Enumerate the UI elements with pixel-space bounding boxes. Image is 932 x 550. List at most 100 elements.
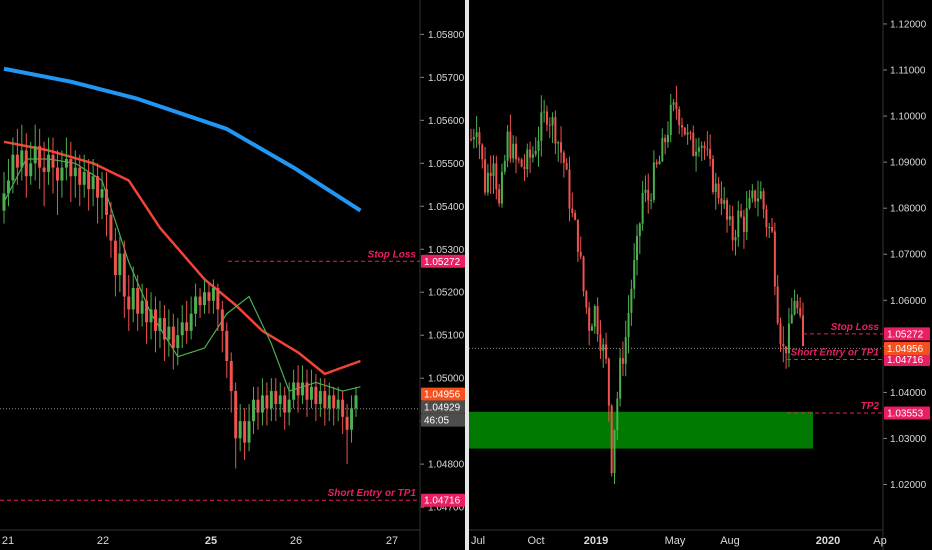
candle	[136, 275, 140, 331]
candle-body	[247, 421, 251, 443]
candle-body	[495, 163, 498, 190]
candle-body	[29, 163, 33, 177]
candle	[776, 275, 779, 326]
pane-divider[interactable]	[465, 0, 469, 550]
x-tick-label: 2019	[584, 535, 608, 547]
candle	[305, 369, 309, 417]
candle	[700, 141, 703, 162]
short-entry-price-tag: 1.04716	[421, 493, 465, 507]
stop-loss-price-tag-text: 1.05272	[424, 257, 461, 268]
candle-body	[633, 260, 636, 289]
candle	[630, 279, 633, 326]
y-tick-label: 1.05000	[428, 374, 465, 385]
candle-body	[607, 358, 610, 406]
candle-body	[42, 167, 46, 172]
left-intraday-chart[interactable]: 1.05800 1.05700 1.05600 1.05500 1.05400 1.053…	[0, 0, 465, 550]
prev-price-tag-text: 1.04929	[424, 403, 461, 414]
candle	[82, 154, 86, 198]
candle-body	[751, 190, 754, 199]
candle-body	[700, 145, 703, 148]
candle-body	[723, 200, 726, 204]
candle	[207, 283, 211, 314]
candle	[171, 313, 175, 370]
candle	[489, 155, 492, 194]
candle-body	[703, 145, 706, 149]
candle	[644, 175, 647, 203]
candle-body	[790, 314, 793, 324]
candle	[638, 222, 641, 255]
candle	[292, 369, 296, 409]
candle-body	[582, 256, 585, 292]
candle	[198, 287, 202, 319]
short-entry-price-tag-bg	[884, 352, 930, 366]
candle-body	[731, 216, 734, 241]
candle-body	[15, 154, 19, 168]
candle-body	[557, 142, 560, 144]
candle	[238, 403, 242, 452]
candle	[492, 155, 495, 194]
candle-body	[602, 344, 605, 351]
candle	[118, 236, 122, 293]
candle-body	[672, 102, 675, 105]
x-tick-label: Oct	[527, 535, 544, 547]
candle-body	[314, 386, 318, 404]
candle-body	[543, 111, 546, 113]
candle	[582, 255, 585, 297]
candle	[793, 289, 796, 316]
candle-body	[658, 161, 661, 165]
candle	[593, 304, 596, 334]
candle-body	[91, 176, 95, 190]
candle	[590, 323, 593, 331]
candle	[734, 229, 737, 256]
candle	[726, 197, 729, 233]
candle-body	[534, 150, 537, 155]
stop-loss-price-tag-bg	[421, 254, 465, 268]
candle	[180, 305, 184, 349]
candle-body	[492, 163, 495, 177]
candle	[619, 348, 622, 407]
candle-body	[318, 391, 322, 404]
candle	[768, 223, 771, 239]
y-tick-label: 1.12000	[890, 19, 927, 30]
candle	[627, 295, 630, 354]
candle-body	[292, 382, 296, 400]
candle	[131, 266, 135, 323]
candle	[562, 150, 565, 178]
candle	[345, 403, 349, 465]
candle-body	[740, 210, 743, 217]
candle	[520, 157, 523, 168]
candle-body	[545, 111, 548, 125]
candle	[495, 155, 498, 200]
candle-body	[785, 346, 788, 354]
candle-body	[796, 300, 799, 309]
candle	[158, 300, 162, 349]
candle	[225, 322, 229, 379]
x-tick-label: 21	[2, 535, 14, 547]
candle-body	[610, 405, 613, 474]
candle	[534, 137, 537, 157]
candle-body	[551, 117, 554, 126]
last-price-tag-bg	[884, 341, 930, 355]
candle-body	[78, 167, 82, 185]
candle	[785, 346, 788, 369]
candle-body	[234, 391, 238, 439]
candle	[229, 352, 233, 413]
candle-body	[768, 226, 771, 228]
candle-body	[509, 131, 512, 159]
short-entry-price-tag-text: 1.04716	[887, 355, 924, 366]
ema-slow-line	[3, 66, 362, 213]
y-tick-label: 1.06000	[890, 296, 927, 307]
candle-body	[537, 140, 540, 151]
candle-body	[489, 172, 492, 177]
y-tick-label: 1.05300	[428, 245, 465, 256]
right-daily-chart[interactable]: 1.12000 1.11000 1.10000 1.09000 1.08000 1.070…	[469, 0, 932, 550]
candle-body	[709, 149, 712, 160]
candle-body	[745, 208, 748, 232]
candle-body	[229, 360, 233, 392]
candle	[104, 171, 108, 237]
short-entry-price-tag-bg	[421, 493, 465, 507]
y-tick-label: 1.08000	[890, 204, 927, 215]
candle	[759, 181, 762, 200]
candle-body	[560, 142, 563, 153]
